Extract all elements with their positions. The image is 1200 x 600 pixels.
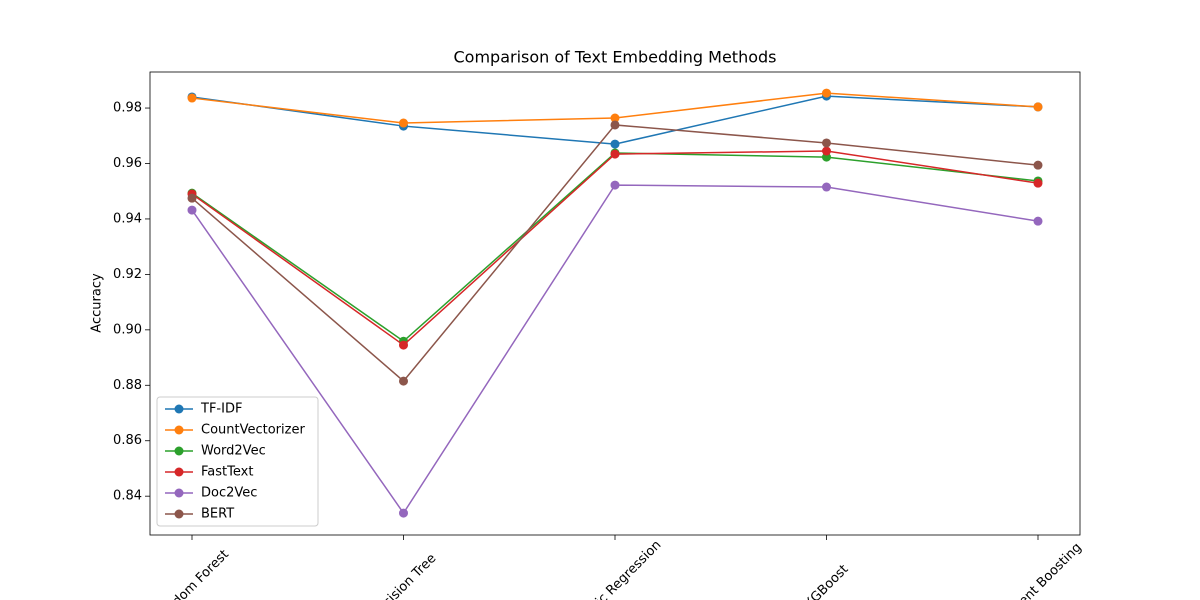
y-tick-label: 0.84 [113,489,142,504]
legend-marker [174,446,184,456]
y-tick-label: 0.98 [113,101,142,116]
data-point [610,113,620,123]
data-point [1033,178,1043,188]
y-tick-label: 0.96 [113,156,142,171]
chart-title: Comparison of Text Embedding Methods [453,48,776,67]
data-point [610,149,620,159]
legend-label: Doc2Vec [201,486,257,501]
legend-label: CountVectorizer [201,423,305,438]
data-point [610,120,620,130]
y-tick-label: 0.86 [113,433,142,448]
legend-marker [174,509,184,519]
data-point [822,182,831,192]
legend-marker [174,425,184,435]
data-point [1033,160,1043,170]
y-tick-label: 0.92 [113,267,142,282]
legend-label: FastText [201,465,253,480]
data-point [187,205,197,215]
data-point [187,93,197,103]
legend-label: BERT [201,507,234,522]
legend-label: TF-IDF [200,402,242,417]
data-point [1033,216,1043,226]
data-point [399,508,408,518]
plot-frame [149,71,1081,536]
data-point [1033,102,1043,112]
data-point [822,138,831,148]
y-tick-label: 0.94 [113,211,142,226]
y-tick-label: 0.90 [113,322,142,337]
data-point [822,146,831,156]
legend-marker [174,404,184,414]
data-point [399,118,408,128]
data-point [822,88,831,98]
data-point [187,193,197,203]
data-point [399,376,408,386]
data-point [399,340,408,350]
legend-marker [174,488,184,498]
data-point [610,180,620,190]
legend-box [156,396,319,527]
legend-marker [174,467,184,477]
y-tick-label: 0.88 [113,378,142,393]
legend-label: Word2Vec [201,444,266,459]
y-axis-label: Accuracy [90,273,105,333]
data-point [610,139,620,149]
